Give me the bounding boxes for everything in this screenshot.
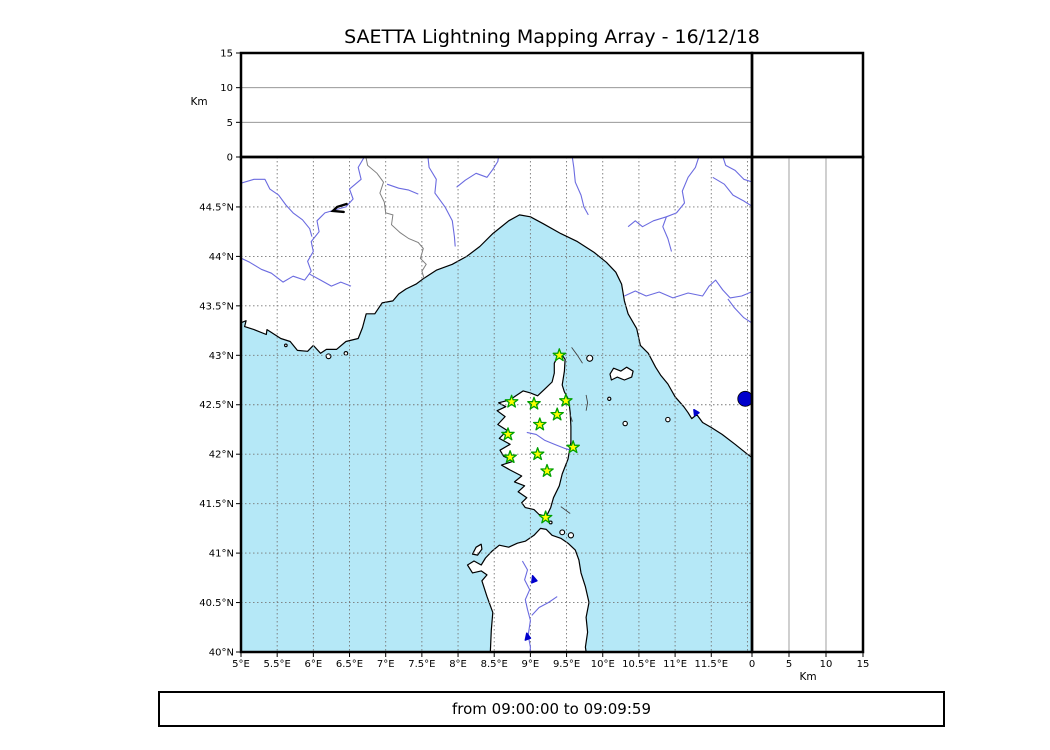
alt-tick-label: 0 <box>227 153 233 164</box>
alt-tick-label: 15 <box>220 49 233 60</box>
lat-tick-label: 41.5°N <box>199 499 234 510</box>
island <box>284 343 288 348</box>
lat-tick-label: 41°N <box>209 549 234 560</box>
island <box>586 354 594 362</box>
time-range-box: from 09:00:00 to 09:09:59 <box>158 691 945 727</box>
sea-line <box>571 347 583 364</box>
altitude-panel-top <box>239 51 754 159</box>
alt-tick-label: 0 <box>749 659 755 670</box>
island <box>622 420 628 427</box>
river <box>427 157 456 247</box>
station-marker <box>552 348 567 362</box>
river <box>722 157 752 183</box>
lon-tick-label: 8°E <box>449 659 467 670</box>
island <box>567 532 575 539</box>
lake <box>693 408 700 417</box>
island <box>325 353 332 360</box>
lon-tick-label: 10.5°E <box>622 659 656 670</box>
alt-tick-label: 5 <box>786 659 792 670</box>
lake <box>531 575 538 584</box>
lat-tick-label: 42.5°N <box>199 400 234 411</box>
lon-tick-label: 10°E <box>591 659 615 670</box>
station-marker <box>559 393 573 407</box>
island <box>665 416 671 423</box>
station-marker <box>527 396 541 410</box>
coastline-mainland <box>241 157 752 459</box>
station-marker <box>540 463 554 477</box>
station-marker <box>501 427 515 441</box>
coastline-asinara <box>471 543 483 556</box>
lon-tick-label: 7.5°E <box>408 659 435 670</box>
river <box>727 298 752 324</box>
sea-line <box>560 506 571 514</box>
river <box>627 216 667 228</box>
river <box>241 178 313 237</box>
alt-axis-unit-left: Km <box>190 96 207 108</box>
alt-tick-label: 15 <box>857 659 870 670</box>
lat-tick-label: 40.5°N <box>199 598 234 609</box>
island <box>607 396 612 401</box>
lat-tick-label: 42°N <box>209 450 234 461</box>
lon-tick-label: 7°E <box>377 659 395 670</box>
map-frame <box>239 155 754 654</box>
sea-line <box>569 414 573 422</box>
figure-title: SAETTA Lightning Mapping Array - 16/12/1… <box>344 26 760 48</box>
lon-tick-label: 5°E <box>232 659 250 670</box>
map-group <box>241 157 752 652</box>
country-border <box>365 157 427 279</box>
lat-tick-label: 44°N <box>209 252 234 263</box>
river <box>624 279 752 299</box>
station-marker <box>550 407 564 421</box>
alt-tick-label: 5 <box>227 118 233 129</box>
lon-tick-label: 11°E <box>663 659 687 670</box>
lon-tick-label: 9°E <box>522 659 540 670</box>
river <box>531 596 558 616</box>
island <box>559 529 566 536</box>
time-range-text: from 09:00:00 to 09:09:59 <box>451 700 651 718</box>
alt-tick-label: 10 <box>820 659 833 670</box>
lat-tick-label: 44.5°N <box>199 202 234 213</box>
lon-tick-label: 5.5°E <box>264 659 291 670</box>
altitude-panel-right <box>750 155 865 654</box>
lat-tick-label: 43.5°N <box>199 301 234 312</box>
river <box>662 157 700 252</box>
sea-line <box>585 394 589 411</box>
river <box>241 157 365 283</box>
station-marker <box>504 394 519 408</box>
alt-tick-label: 10 <box>220 83 233 94</box>
river <box>456 157 500 188</box>
lon-tick-label: 6°E <box>305 659 323 670</box>
station-marker <box>566 440 580 454</box>
lon-tick-label: 9.5°E <box>553 659 580 670</box>
station-marker <box>530 447 545 461</box>
station-marker <box>538 510 553 524</box>
river <box>386 183 419 195</box>
lon-tick-label: 11.5°E <box>694 659 728 670</box>
lon-tick-label: 8.5°E <box>481 659 508 670</box>
coastline-sardinia <box>466 527 590 652</box>
river <box>526 431 572 451</box>
lat-tick-label: 40°N <box>209 648 234 659</box>
lat-tick-label: 43°N <box>209 351 234 362</box>
river <box>712 176 752 207</box>
coastline-corsica <box>496 352 572 518</box>
river <box>309 273 352 287</box>
lon-tick-label: 6.5°E <box>336 659 363 670</box>
river <box>521 560 531 652</box>
alt-axis-unit-bottom: Km <box>799 671 816 683</box>
river <box>571 157 589 216</box>
island <box>343 350 349 356</box>
lake-serre-poncon <box>330 202 348 214</box>
corner-panel <box>750 51 865 159</box>
station-marker <box>503 450 517 464</box>
lake <box>524 632 532 641</box>
station-marker <box>532 417 547 431</box>
coastline-elba <box>609 366 634 381</box>
lake-bolsena <box>737 390 752 407</box>
